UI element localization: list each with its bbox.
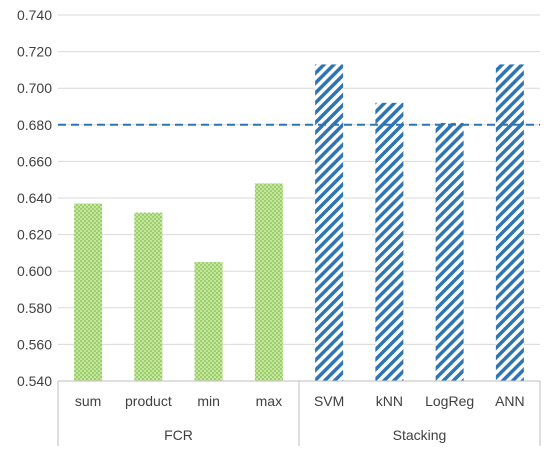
y-tick-label: 0.700 [17, 80, 52, 96]
y-tick-label: 0.580 [17, 300, 52, 316]
group-label: Stacking [393, 427, 447, 443]
x-tick-label: LogReg [425, 393, 474, 409]
y-tick-label: 0.600 [17, 263, 52, 279]
x-tick-label: min [197, 393, 220, 409]
x-tick-label: SVM [314, 393, 344, 409]
x-tick-label: sum [75, 393, 101, 409]
bar-knn [375, 102, 404, 381]
y-tick-label: 0.680 [17, 117, 52, 133]
bar-ann [495, 64, 524, 381]
bar-svm [315, 64, 344, 381]
bar-min [194, 262, 223, 381]
bar-logreg [435, 122, 464, 381]
y-tick-label: 0.560 [17, 336, 52, 352]
y-tick-label: 0.620 [17, 227, 52, 243]
gridlines [58, 14, 540, 345]
y-tick-label: 0.720 [17, 44, 52, 60]
x-tick-label: product [125, 393, 172, 409]
y-axis: 0.540 0.560 0.580 0.600 0.620 0.640 0.660 0.680… [17, 7, 52, 389]
x-tick-label: ANN [495, 393, 525, 409]
group-label: FCR [164, 427, 193, 443]
x-tick-label: max [256, 393, 282, 409]
y-tick-label: 0.740 [17, 7, 52, 23]
y-tick-label: 0.660 [17, 153, 52, 169]
bar-product [134, 212, 163, 381]
bar-sum [74, 203, 103, 381]
y-tick-label: 0.640 [17, 190, 52, 206]
bars [74, 64, 524, 381]
bar-max [254, 183, 283, 381]
x-tick-label: kNN [376, 393, 403, 409]
y-tick-label: 0.540 [17, 373, 52, 389]
x-axis: sum product min max SVM kNN LogReg ANN FCR Stacki… [57, 380, 541, 446]
